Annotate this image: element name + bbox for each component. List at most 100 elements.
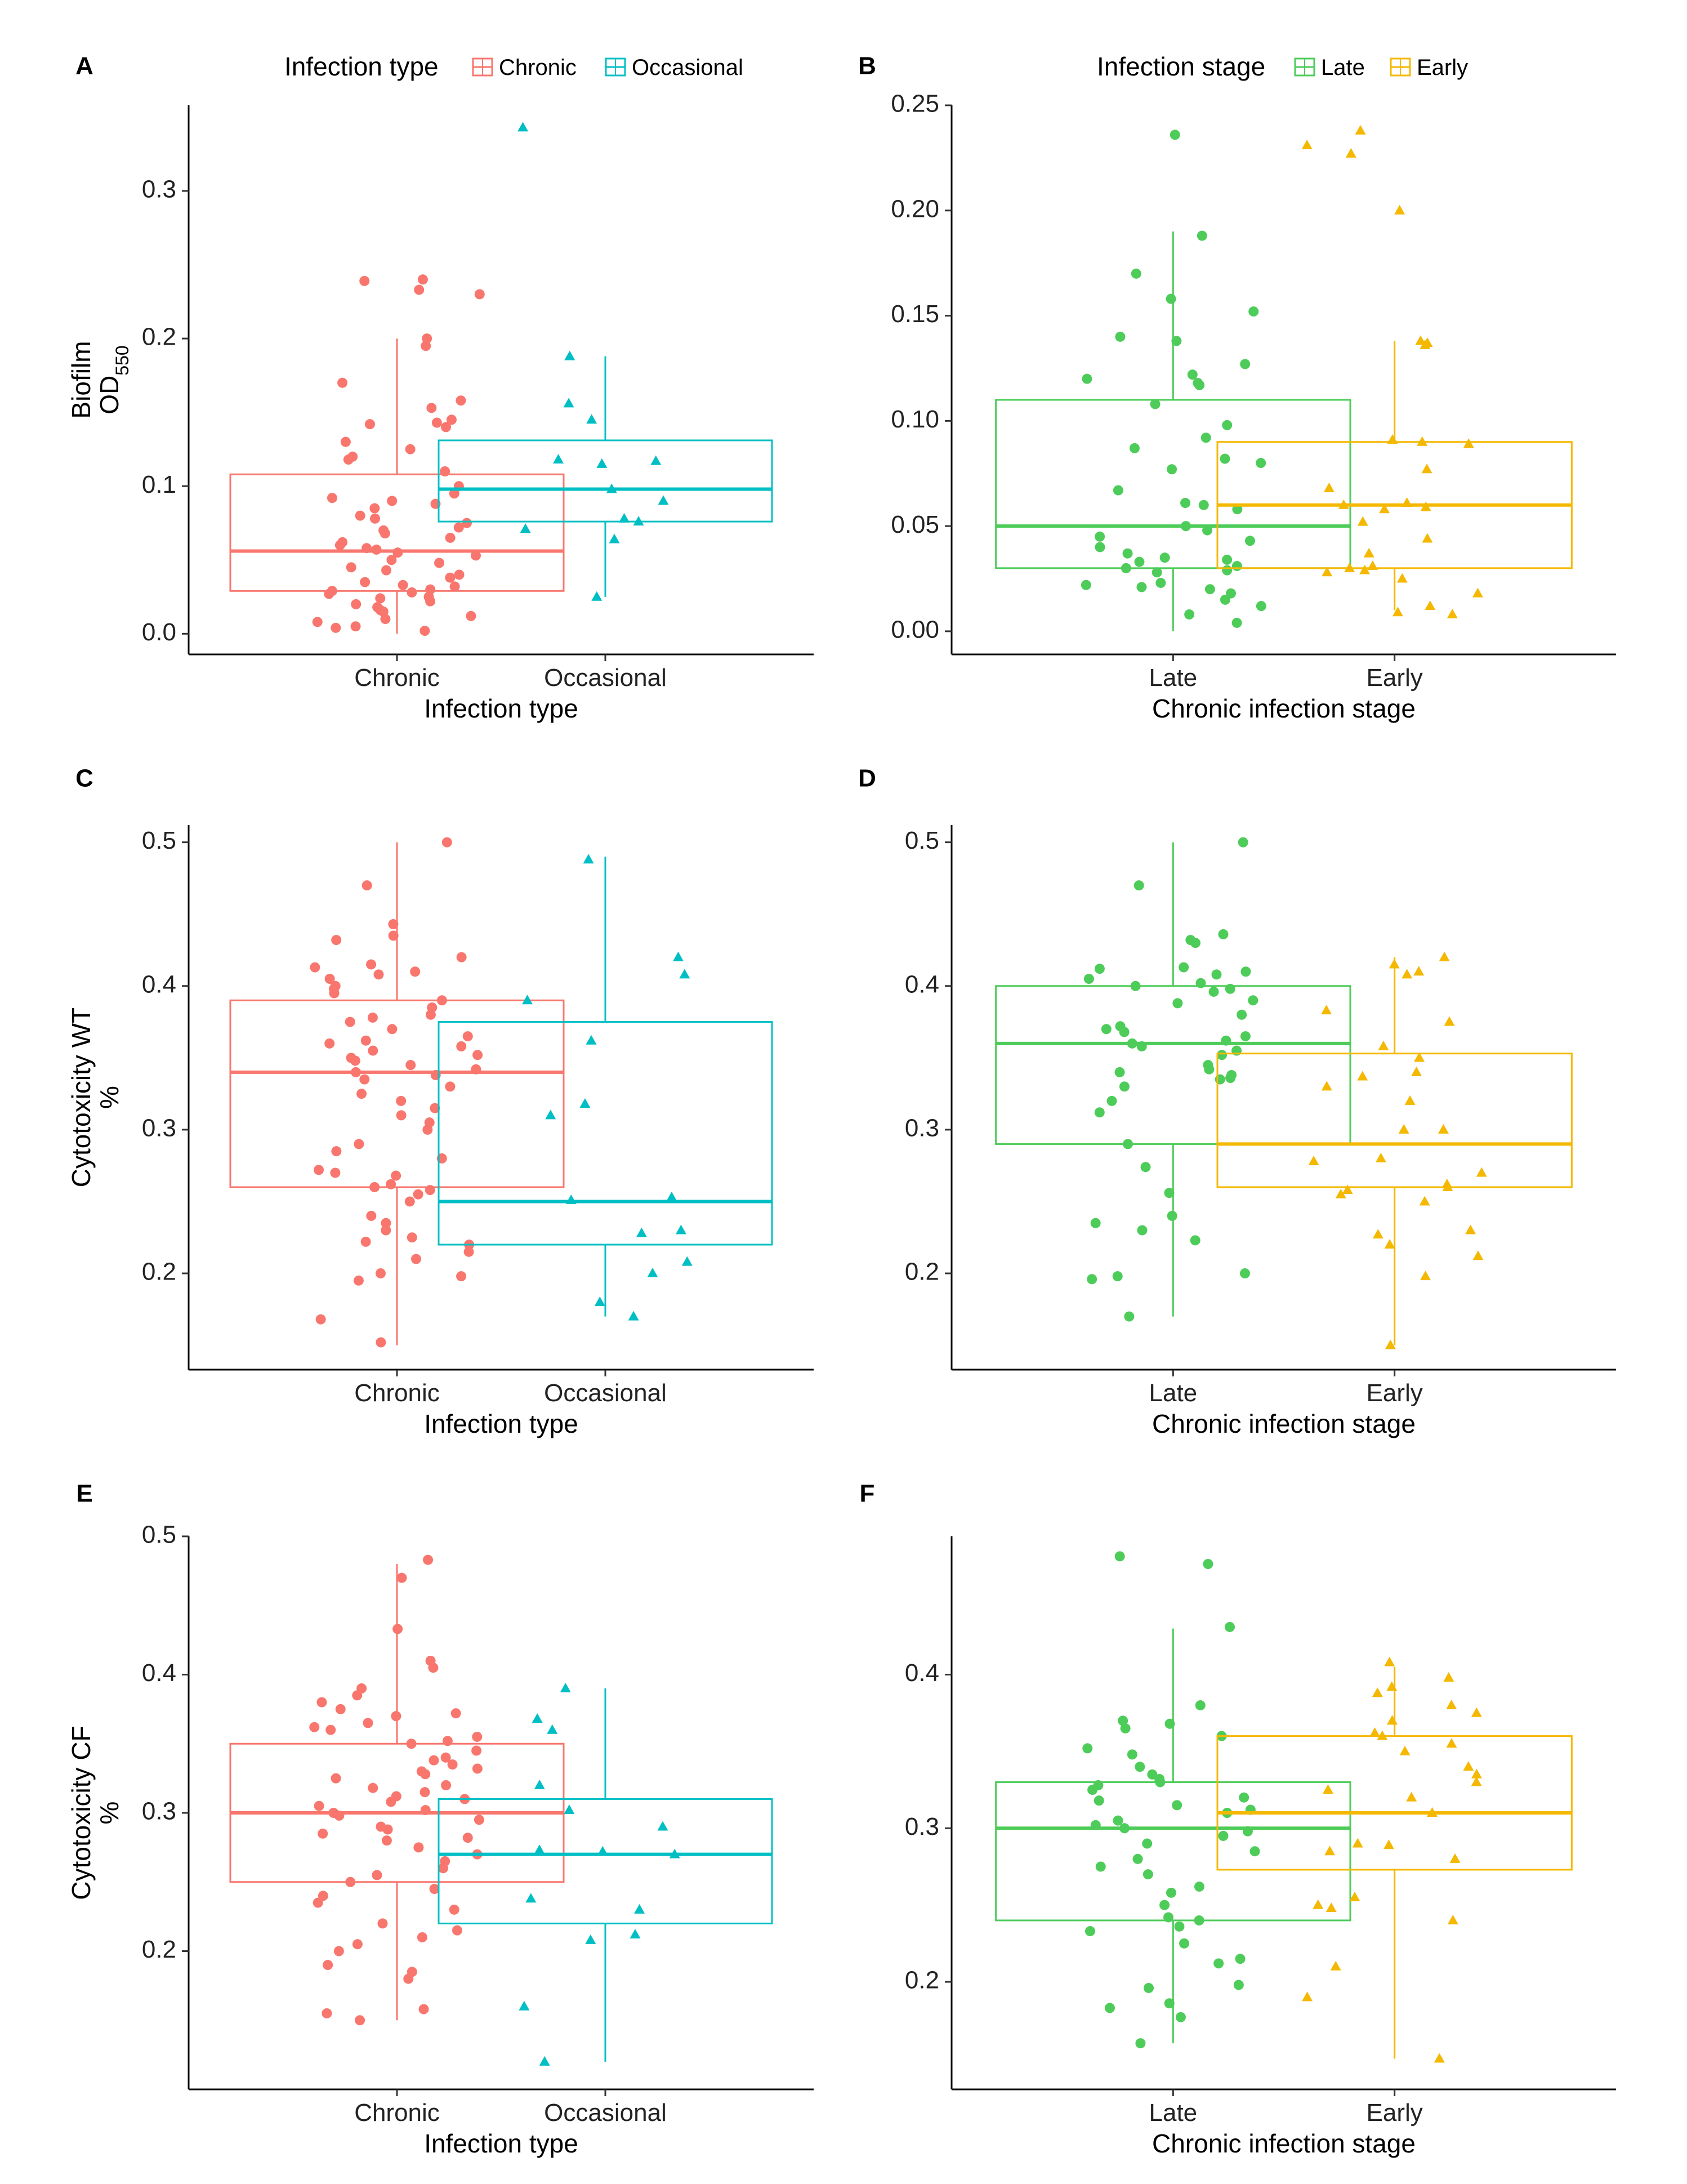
data-point <box>672 951 684 961</box>
y-tick-label: 0.00 <box>891 616 939 644</box>
data-point <box>334 540 345 551</box>
data-point <box>679 969 690 979</box>
data-point <box>392 547 403 558</box>
data-point <box>450 1708 461 1719</box>
data-point <box>1420 339 1431 349</box>
data-point <box>1134 556 1145 567</box>
data-point <box>650 455 662 465</box>
data-point <box>564 1804 575 1815</box>
data-point <box>405 1060 416 1071</box>
data-point <box>1090 1820 1101 1830</box>
data-point <box>343 454 354 465</box>
data-point <box>1240 1031 1251 1042</box>
data-point <box>1190 938 1200 948</box>
data-point <box>315 1314 326 1325</box>
data-point <box>1094 964 1105 974</box>
data-point <box>1463 1761 1474 1771</box>
data-point <box>1204 1064 1215 1075</box>
data-point <box>1106 1095 1117 1106</box>
data-point <box>403 1973 414 1984</box>
data-point <box>1164 1718 1175 1729</box>
data-point <box>1378 1040 1389 1050</box>
data-point <box>1449 1853 1461 1863</box>
data-point <box>1197 230 1207 241</box>
data-point <box>1222 565 1233 576</box>
data-point <box>445 572 456 583</box>
data-point <box>386 1179 396 1189</box>
data-point <box>446 414 457 425</box>
data-point <box>1446 1738 1457 1748</box>
legend-key <box>472 57 493 77</box>
data-point <box>1244 536 1255 546</box>
data-point <box>1184 609 1195 620</box>
data-point <box>1087 1785 1098 1795</box>
data-point <box>1398 1124 1409 1134</box>
data-point <box>1324 1846 1336 1856</box>
data-point <box>1394 204 1405 215</box>
data-point <box>418 2004 429 2014</box>
data-point <box>522 995 533 1005</box>
data-point <box>366 1210 377 1221</box>
data-point <box>1352 1838 1363 1848</box>
data-point <box>1345 148 1356 158</box>
data-point <box>318 1891 328 1901</box>
data-point <box>407 1232 417 1243</box>
data-point <box>1150 399 1161 409</box>
box-iqr <box>995 1781 1351 1922</box>
data-point <box>1195 1700 1206 1711</box>
data-point <box>1384 1239 1395 1249</box>
data-point <box>380 528 390 539</box>
data-point <box>413 1189 423 1200</box>
data-point <box>1132 1853 1143 1864</box>
y-tick-label: 0.4 <box>905 1659 939 1687</box>
data-point <box>634 1904 645 1914</box>
data-point <box>430 1103 440 1113</box>
data-point <box>441 1780 452 1790</box>
data-point <box>1114 1067 1125 1077</box>
data-point <box>1082 1743 1093 1754</box>
data-point <box>1342 1184 1353 1194</box>
data-point <box>350 621 361 632</box>
data-point <box>1220 594 1230 605</box>
data-point <box>1095 542 1105 552</box>
data-point <box>381 1835 392 1846</box>
data-point <box>362 543 372 554</box>
data-point <box>410 1254 421 1264</box>
data-point <box>436 995 447 1006</box>
data-point <box>449 1904 459 1915</box>
data-point <box>1094 1795 1104 1806</box>
data-point <box>1427 1807 1438 1817</box>
data-point <box>1372 1687 1383 1697</box>
data-point <box>1217 1050 1228 1060</box>
data-point <box>609 533 620 543</box>
data-point <box>1131 268 1141 279</box>
x-tick-label: Occasional <box>544 2099 667 2127</box>
data-point <box>445 532 456 543</box>
data-point <box>445 1081 456 1092</box>
data-point <box>441 837 452 848</box>
y-tick-label: 0.5 <box>142 1521 176 1549</box>
data-point <box>359 1074 370 1085</box>
data-point <box>1420 1271 1431 1281</box>
data-point <box>419 1787 430 1798</box>
data-point <box>331 622 341 633</box>
data-point <box>1321 1005 1332 1015</box>
data-point <box>417 274 428 285</box>
data-point <box>1122 548 1133 559</box>
data-point <box>340 436 351 447</box>
data-point <box>324 589 334 599</box>
data-point <box>1383 1839 1395 1849</box>
data-point <box>560 1683 571 1693</box>
data-point <box>471 1745 482 1756</box>
panel-letter: C <box>75 765 93 792</box>
data-point <box>410 966 421 977</box>
data-point <box>1233 1980 1244 1990</box>
data-point <box>1471 1707 1482 1717</box>
data-point <box>1420 501 1431 511</box>
legend: Infection stage Late Early <box>1097 52 1468 81</box>
data-point <box>425 1009 436 1020</box>
data-point <box>519 2000 530 2011</box>
data-point <box>373 969 384 980</box>
